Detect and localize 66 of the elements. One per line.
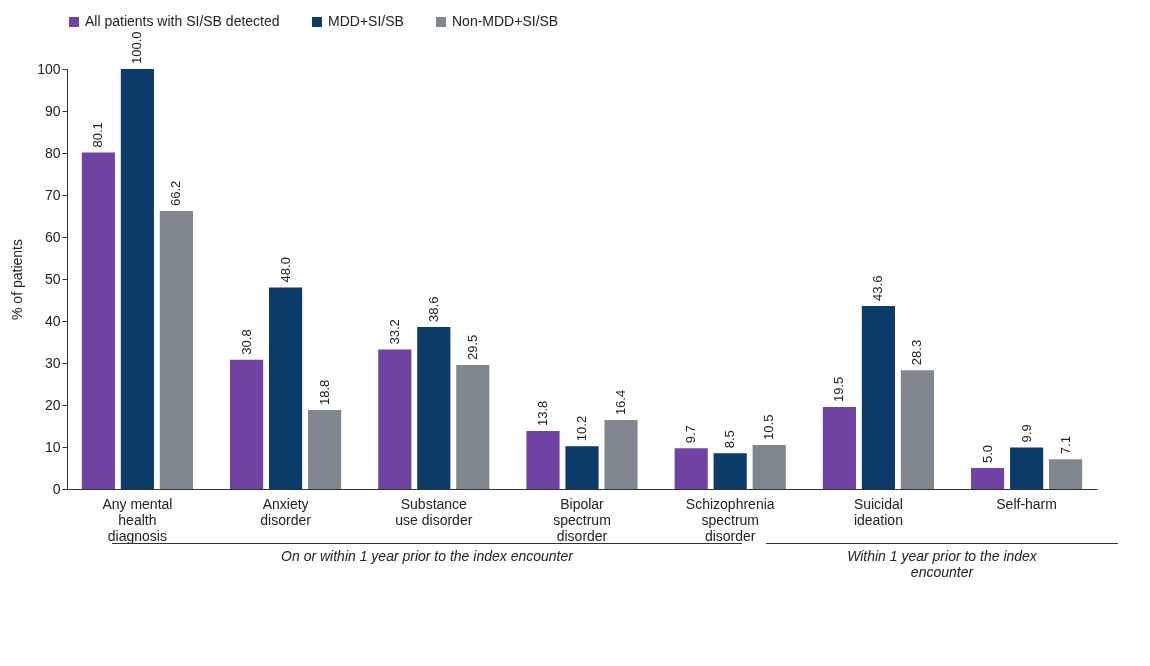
- data-label: 8.5: [722, 430, 738, 449]
- y-axis-title: % of patients: [9, 239, 26, 320]
- bar: [1010, 447, 1044, 489]
- y-tick-label: 20: [44, 396, 61, 413]
- bar: [822, 407, 856, 489]
- bar: [81, 152, 115, 489]
- bar: [565, 446, 599, 489]
- bar: [159, 210, 193, 489]
- bar: [230, 359, 264, 489]
- y-tick-label: 30: [44, 354, 61, 371]
- bar: [900, 370, 934, 489]
- data-label: 10.2: [574, 415, 589, 442]
- bar: [417, 326, 451, 489]
- y-tick-label: 80: [44, 144, 61, 161]
- data-label: 19.5: [831, 376, 847, 403]
- data-label: 7.1: [1057, 436, 1073, 455]
- bar: [861, 305, 895, 489]
- y-tick-label: 60: [44, 228, 61, 245]
- data-label: 28.3: [909, 339, 925, 366]
- y-tick-label: 0: [52, 480, 61, 497]
- data-label: 10.5: [761, 414, 777, 440]
- legend-label: Non-MDD+SI/SB: [452, 13, 559, 29]
- data-label: 13.8: [535, 400, 550, 427]
- bar: [526, 431, 560, 489]
- x-tick-label: Any mental health diagnosis: [102, 495, 173, 544]
- bar: [604, 420, 638, 489]
- y-tick-label: 90: [44, 102, 61, 119]
- y-tick-label: 10: [44, 438, 61, 455]
- bar: [269, 287, 303, 489]
- data-label: 30.8: [238, 329, 254, 355]
- data-label: 43.6: [870, 275, 886, 301]
- data-label: 100.0: [129, 31, 145, 64]
- bar: [971, 468, 1005, 489]
- bar: [120, 69, 154, 489]
- data-label: 9.9: [1018, 424, 1034, 443]
- x-tick-label: Suicidal ideation: [853, 495, 903, 528]
- legend-label: All patients with SI/SB detected: [85, 13, 280, 29]
- x-tick-label: Schizophrenia spectrum disorder: [685, 495, 775, 544]
- data-label: 48.0: [277, 257, 293, 283]
- legend-label: MDD+SI/SB: [328, 13, 404, 29]
- x-tick-label: Anxiety disorder: [260, 495, 312, 528]
- x-tick-label: Substance use disorder: [395, 495, 473, 528]
- data-label: 18.8: [316, 379, 332, 406]
- data-label: 29.5: [464, 334, 480, 361]
- text: On or within 1 year prior to the index encounter: [112, 543, 742, 580]
- data-label: 9.7: [683, 425, 699, 444]
- data-label: 33.2: [386, 319, 402, 345]
- data-label: 16.4: [613, 389, 628, 416]
- y-tick-label: 100: [37, 60, 61, 77]
- bar: [1049, 459, 1083, 489]
- bar: [713, 453, 747, 489]
- data-label: 5.0: [979, 444, 995, 463]
- x-tick-label: Bipolar spectrum disorder: [553, 495, 611, 544]
- y-tick-label: 70: [44, 186, 61, 203]
- data-label: 38.6: [425, 296, 441, 322]
- bar: [674, 448, 708, 489]
- bar: [456, 365, 490, 489]
- bar: [378, 349, 412, 489]
- y-tick-label: 50: [44, 270, 61, 287]
- data-label: 66.2: [168, 180, 184, 206]
- bar: [752, 444, 786, 489]
- data-label: 80.1: [90, 122, 106, 148]
- x-tick-label: Self-harm: [996, 495, 1057, 512]
- bar: [308, 410, 342, 489]
- y-tick-label: 40: [44, 312, 61, 329]
- text: Within 1 year prior to the index encounter: [766, 543, 1118, 580]
